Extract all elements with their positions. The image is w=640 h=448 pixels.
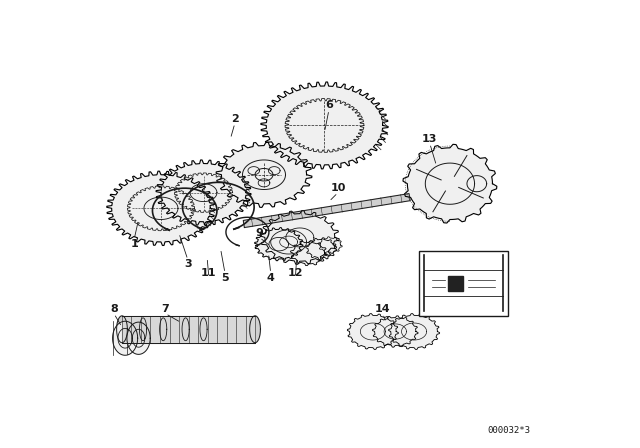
Polygon shape — [448, 276, 463, 291]
Polygon shape — [200, 318, 207, 340]
Polygon shape — [159, 318, 167, 340]
Polygon shape — [269, 237, 289, 251]
Polygon shape — [384, 324, 406, 339]
Text: 1: 1 — [130, 239, 138, 249]
Text: 7: 7 — [161, 304, 170, 314]
Text: 4: 4 — [267, 273, 275, 283]
Polygon shape — [372, 316, 418, 347]
Bar — [419, 251, 508, 316]
Polygon shape — [401, 323, 427, 340]
Polygon shape — [388, 314, 440, 349]
Text: 5: 5 — [221, 273, 229, 283]
Polygon shape — [403, 144, 497, 223]
Polygon shape — [116, 316, 127, 343]
Polygon shape — [243, 194, 410, 228]
Text: 11: 11 — [201, 268, 217, 278]
Polygon shape — [261, 82, 388, 169]
Polygon shape — [291, 241, 327, 266]
Polygon shape — [250, 316, 260, 343]
Text: 000032*3: 000032*3 — [488, 426, 531, 435]
Polygon shape — [156, 160, 251, 225]
Polygon shape — [426, 163, 475, 204]
Text: 12: 12 — [287, 268, 303, 278]
Polygon shape — [113, 321, 138, 355]
Text: 9: 9 — [255, 228, 264, 238]
Polygon shape — [140, 318, 147, 340]
Text: 6: 6 — [325, 100, 333, 110]
Polygon shape — [318, 237, 342, 253]
Polygon shape — [306, 238, 337, 259]
Polygon shape — [271, 230, 307, 254]
Polygon shape — [360, 323, 385, 340]
Text: 2: 2 — [231, 114, 239, 124]
Text: 3: 3 — [184, 259, 191, 269]
Polygon shape — [127, 322, 150, 354]
Polygon shape — [255, 228, 303, 261]
Text: 14: 14 — [375, 304, 390, 314]
Text: 8: 8 — [110, 304, 118, 314]
Polygon shape — [190, 184, 217, 202]
Polygon shape — [144, 197, 178, 220]
Polygon shape — [216, 142, 312, 207]
Text: 10: 10 — [330, 183, 346, 193]
Polygon shape — [348, 314, 398, 349]
Polygon shape — [182, 318, 189, 340]
Text: 13: 13 — [422, 134, 438, 144]
Polygon shape — [260, 211, 339, 264]
Polygon shape — [243, 160, 285, 190]
Polygon shape — [107, 171, 215, 246]
Polygon shape — [122, 316, 255, 343]
